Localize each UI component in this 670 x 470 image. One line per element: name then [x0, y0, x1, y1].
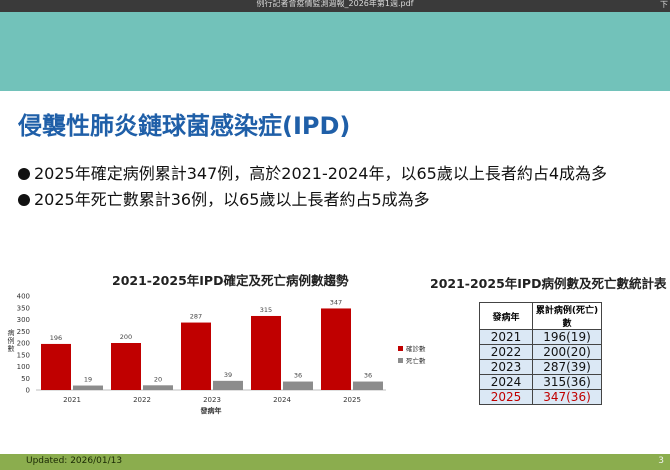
- table-header-row: 發病年 累計病例(死亡)數: [479, 302, 602, 330]
- bullet-dot-icon: [18, 194, 30, 206]
- y-tick-label: 0: [26, 387, 30, 395]
- y-tick-label: 150: [17, 351, 30, 359]
- legend-label: 確診數: [406, 344, 426, 353]
- updated-date: Updated: 2026/01/13: [26, 456, 123, 466]
- y-tick-label: 200: [17, 340, 30, 348]
- cell-cases: 315(36): [532, 374, 602, 390]
- data-label: 36: [364, 372, 372, 380]
- bullet-text: 2025年死亡數累計36例，以65歲以上長者約占5成為多: [34, 190, 430, 209]
- x-axis-label: 發病年: [200, 406, 222, 415]
- y-tick-label: 100: [17, 363, 30, 371]
- slide-header-band: [0, 12, 670, 91]
- x-tick-label: 2025: [343, 396, 361, 404]
- bullet-text: 2025年確定病例累計347例，高於2021-2024年，以65歲以上長者約占4…: [34, 164, 608, 183]
- table-title: 2021-2025年IPD病例數及死亡數統計表: [430, 276, 667, 291]
- toolbar-corner-text[interactable]: 下: [660, 0, 668, 9]
- bar-deaths: [353, 381, 383, 390]
- data-label: 315: [260, 306, 272, 314]
- cell-cases: 287(39): [532, 359, 602, 375]
- y-tick-label: 50: [21, 375, 30, 383]
- data-label: 196: [50, 334, 62, 342]
- bar-chart: 0 50 100 150 200 250 300 350 400 病例數 196 19 2021 200 2…: [8, 293, 427, 416]
- pdf-filename: 例行記者會疫情監測週報_2026年第1週.pdf: [256, 0, 414, 8]
- data-label: 20: [154, 375, 162, 383]
- data-label: 347: [330, 298, 342, 306]
- cell-cases: 200(20): [532, 344, 602, 360]
- bar-confirmed: [321, 308, 351, 390]
- chart-title: 2021-2025年IPD確定及死亡病例數趨勢: [112, 273, 349, 288]
- bar-deaths: [143, 385, 173, 390]
- bar-deaths: [213, 380, 243, 390]
- legend-swatch: [398, 358, 403, 363]
- x-tick-label: 2023: [203, 396, 221, 404]
- page-number: 3: [658, 456, 664, 466]
- data-label: 19: [84, 376, 92, 384]
- cell-year: 2023: [479, 359, 533, 375]
- table-row: 2023 287(39): [479, 359, 602, 375]
- table-row: 2022 200(20): [479, 344, 602, 360]
- table-row: 2025 347(36): [479, 389, 602, 405]
- data-label: 36: [294, 372, 302, 380]
- bullet-dot-icon: [18, 168, 30, 180]
- bullet-item: 2025年死亡數累計36例，以65歲以上長者約占5成為多: [18, 186, 430, 210]
- bullet-item: 2025年確定病例累計347例，高於2021-2024年，以65歲以上長者約占4…: [18, 160, 607, 184]
- y-tick-label: 350: [17, 304, 30, 312]
- legend-swatch: [398, 346, 403, 351]
- header-cases: 累計病例(死亡)數: [532, 302, 602, 330]
- bar-deaths: [73, 385, 103, 390]
- cell-year: 2022: [479, 344, 533, 360]
- data-label: 200: [120, 333, 132, 341]
- y-tick-label: 300: [17, 316, 30, 324]
- bar-deaths: [283, 381, 313, 390]
- bar-confirmed: [111, 343, 141, 390]
- bar-confirmed: [181, 322, 211, 390]
- cell-cases: 347(36): [532, 389, 602, 405]
- x-tick-label: 2021: [63, 396, 81, 404]
- bar-confirmed: [251, 315, 281, 390]
- bar-confirmed: [41, 343, 71, 390]
- legend-label: 死亡數: [406, 356, 426, 365]
- table-row: 2024 315(36): [479, 374, 602, 390]
- pdf-title-bar: 例行記者會疫情監測週報_2026年第1週.pdf 下: [0, 0, 670, 12]
- x-tick-label: 2022: [133, 396, 151, 404]
- cell-year: 2025: [479, 389, 533, 405]
- y-tick-label: 250: [17, 328, 30, 336]
- stats-table: 發病年 累計病例(死亡)數 2021 196(19) 2022 200(20) 2023…: [479, 302, 602, 405]
- cell-cases: 196(19): [532, 329, 602, 345]
- header-year: 發病年: [479, 302, 533, 330]
- data-label: 39: [224, 371, 232, 379]
- data-label: 287: [190, 313, 202, 321]
- cell-year: 2021: [479, 329, 533, 345]
- cell-year: 2024: [479, 374, 533, 390]
- y-tick-label: 400: [17, 293, 30, 301]
- table-row: 2021 196(19): [479, 329, 602, 345]
- slide-footer: Updated: 2026/01/13 3: [0, 454, 670, 470]
- slide-heading: 侵襲性肺炎鏈球菌感染症(IPD): [18, 112, 351, 140]
- y-axis-label: 病例數: [8, 328, 15, 353]
- x-tick-label: 2024: [273, 396, 291, 404]
